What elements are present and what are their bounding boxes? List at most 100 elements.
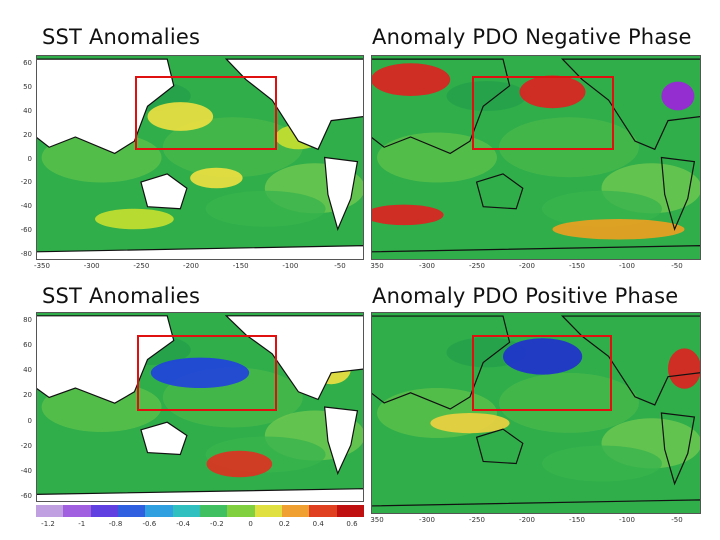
map-svg xyxy=(371,312,701,514)
map-svg xyxy=(36,55,364,260)
x-tick-label: -300 xyxy=(419,516,435,524)
y-tick-label: 60 xyxy=(23,341,32,350)
x-tick-label: -100 xyxy=(282,262,299,270)
x-tick-label: -300 xyxy=(83,262,100,270)
sst-anomalies-map-bottom xyxy=(36,312,364,502)
warm-anomaly xyxy=(668,348,701,389)
landmass-south-america xyxy=(323,406,359,476)
colorbar-swatch xyxy=(227,505,255,517)
y-tick-label: 80 xyxy=(23,316,32,324)
panel-2-title: Anomaly PDO Negative Phase xyxy=(372,25,692,49)
landmass-north-america xyxy=(560,315,701,406)
colorbar-tick-label: 0.4 xyxy=(312,520,324,528)
landmass-south-america xyxy=(660,412,696,486)
warm-anomaly xyxy=(147,102,214,131)
cold-anomaly xyxy=(503,338,583,375)
y-tick-label: -20 xyxy=(20,178,32,187)
x-tick-label: -200 xyxy=(519,262,535,270)
x-tick-label: -150 xyxy=(569,262,585,270)
y-tick-label: 20 xyxy=(23,391,32,400)
colorbar-swatch xyxy=(90,505,118,517)
north-pacific-highlight-box xyxy=(137,335,277,411)
x-tick-label: -150 xyxy=(232,262,249,270)
ocean-anomaly-patch xyxy=(499,117,639,178)
colorbar-swatch xyxy=(63,505,91,517)
x-tick-label: -250 xyxy=(469,516,485,524)
landmass-antarctica xyxy=(36,488,364,502)
x-tick-label: -50 xyxy=(671,262,683,270)
y-tick-label: 0 xyxy=(27,154,32,163)
x-tick-label: -200 xyxy=(519,516,535,524)
north-pacific-highlight-box xyxy=(472,335,612,411)
x-tick-label: -50 xyxy=(334,262,346,270)
panel-3-title: SST Anomalies xyxy=(42,284,201,308)
panel-1-title: SST Anomalies xyxy=(42,25,201,49)
warm-anomaly xyxy=(371,204,444,226)
landmass-australia xyxy=(475,428,524,465)
colorbar-swatch xyxy=(281,505,310,517)
colorbar xyxy=(36,505,364,517)
ocean-anomaly-patch xyxy=(542,445,662,482)
warm-anomaly xyxy=(552,219,685,240)
landmass-antarctica xyxy=(371,499,701,514)
warm-anomaly xyxy=(95,208,174,230)
pdo-positive-phase-map xyxy=(371,312,701,514)
y-tick-label: -60 xyxy=(20,492,32,500)
y-tick-label: 0 xyxy=(27,416,32,425)
landmass-australia xyxy=(475,173,524,210)
colorbar-tick-label: -1.2 xyxy=(41,520,55,528)
ocean-anomaly-patch xyxy=(499,372,639,433)
y-tick-label: -40 xyxy=(20,202,32,211)
x-tick-label: -200 xyxy=(183,262,199,270)
colorbar-tick-label: 0 xyxy=(248,520,253,528)
landmass-north-america xyxy=(224,58,364,151)
x-tick-label: -250 xyxy=(133,262,150,270)
colorbar-swatch xyxy=(336,505,364,517)
y-tick-label: -80 xyxy=(20,250,32,258)
ocean-anomaly-patch xyxy=(41,132,162,183)
x-tick-label: -100 xyxy=(619,516,635,524)
colorbar-swatch xyxy=(36,505,64,517)
colorbar-tick-label: -0.4 xyxy=(176,520,190,528)
y-tick-label: 40 xyxy=(23,366,32,375)
x-tick-label: -150 xyxy=(569,516,585,524)
y-tick-label: -60 xyxy=(20,226,32,235)
landmass-australia xyxy=(140,173,188,210)
landmass-south-america xyxy=(660,156,696,232)
colorbar-swatch xyxy=(309,505,337,517)
x-tick-label: -50 xyxy=(671,516,683,524)
ocean-anomaly-patch xyxy=(446,81,527,111)
warm-anomaly xyxy=(519,75,586,109)
colorbar-swatch xyxy=(172,505,200,517)
colorbar-swatch xyxy=(145,505,173,517)
cold-anomaly xyxy=(661,81,695,111)
sst-anomalies-map-top xyxy=(36,55,364,260)
x-tick-label: 350 xyxy=(370,262,384,270)
y-tick-label: -20 xyxy=(20,441,32,450)
ocean-anomaly-patch xyxy=(542,190,662,227)
north-pacific-highlight-box xyxy=(135,76,277,150)
ocean-anomaly-patch xyxy=(377,132,497,183)
north-pacific-highlight-box xyxy=(472,76,614,150)
y-tick-label: -40 xyxy=(20,466,32,475)
x-tick-label: -350 xyxy=(34,262,50,270)
x-tick-label: -300 xyxy=(419,262,435,270)
landmass-antarctica xyxy=(36,245,364,260)
warm-anomaly xyxy=(206,450,273,478)
landmass-north-america xyxy=(560,58,701,151)
colorbar-tick-label: -0.8 xyxy=(108,520,123,528)
y-tick-label: 60 xyxy=(23,59,32,67)
landmass-asia xyxy=(36,315,175,404)
x-tick-label: -250 xyxy=(469,262,485,270)
colorbar-tick-label: -1 xyxy=(78,520,86,528)
ocean-anomaly-patch xyxy=(205,190,326,227)
warm-anomaly xyxy=(190,167,243,189)
colorbar-tick-label: -0.6 xyxy=(142,520,157,528)
colorbar-swatch xyxy=(199,505,228,517)
landmass-australia xyxy=(140,421,188,456)
landmass-antarctica xyxy=(371,245,701,260)
colorbar-swatch xyxy=(254,505,282,517)
colorbar-tick-label: 0.2 xyxy=(278,520,291,528)
warm-anomaly xyxy=(430,413,510,434)
ocean-anomaly-patch xyxy=(162,117,303,178)
